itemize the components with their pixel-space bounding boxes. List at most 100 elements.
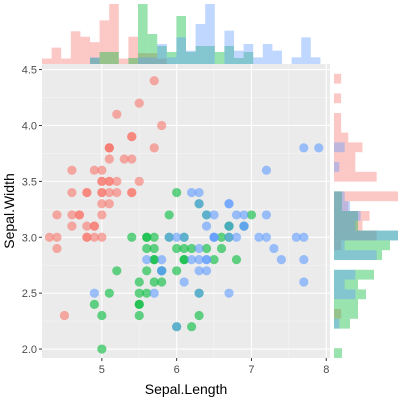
data-point	[89, 165, 99, 175]
data-point	[194, 199, 204, 209]
data-point	[149, 255, 159, 265]
data-point	[201, 221, 212, 231]
data-point	[194, 243, 204, 254]
marginal-bar-x	[205, 46, 215, 64]
marginal-bar-x	[99, 20, 110, 64]
data-point	[112, 187, 122, 198]
data-point	[119, 154, 129, 164]
marginal-bar-x	[147, 53, 158, 64]
marginal-bar-x	[147, 34, 158, 64]
marginal-bar-y	[334, 269, 356, 280]
data-point	[89, 232, 99, 242]
data-point	[179, 277, 189, 287]
data-point	[164, 232, 174, 242]
data-point	[172, 322, 182, 332]
data-point	[224, 199, 234, 209]
marginal-bar-x	[253, 57, 263, 64]
marginal-bar-x	[234, 58, 244, 64]
data-point	[172, 232, 182, 242]
marginal-bar-x	[243, 44, 254, 64]
marginal-bar-x	[90, 57, 100, 64]
marginal-bar-x	[176, 37, 186, 64]
data-point	[157, 120, 167, 131]
marginal-bar-y	[334, 113, 342, 123]
marginal-bar-x	[42, 58, 52, 64]
data-point	[134, 277, 144, 287]
data-point	[104, 176, 114, 186]
data-point	[149, 288, 159, 298]
data-point	[201, 243, 212, 254]
data-point	[194, 288, 204, 298]
data-point	[209, 232, 219, 242]
data-point	[134, 98, 144, 108]
marginal-bar-y	[334, 201, 349, 211]
marginal-bar-x	[301, 37, 311, 64]
marginal-bar-y	[334, 93, 342, 104]
marginal-bar-y	[334, 240, 390, 251]
data-point	[299, 255, 309, 265]
marginal-bar-y	[334, 142, 345, 153]
data-point	[231, 255, 242, 265]
data-point	[269, 243, 279, 254]
marginal-bar-x	[157, 46, 167, 64]
marginal-bar-x	[138, 57, 148, 64]
y-tick-label: 3.0	[22, 232, 37, 244]
marginal-bar-x	[61, 58, 71, 64]
marginal-bar-y	[334, 279, 358, 290]
top-marginal-histogram	[42, 4, 321, 65]
data-point	[187, 255, 197, 265]
data-point	[67, 221, 77, 231]
data-point	[299, 143, 309, 153]
data-point	[97, 344, 107, 354]
marginal-bar-x	[109, 4, 119, 64]
data-point	[276, 255, 286, 265]
marginal-bar-y	[334, 250, 382, 260]
marginal-bar-x	[90, 58, 100, 64]
data-point	[142, 288, 152, 298]
marginal-bar-y	[334, 299, 358, 309]
marginal-bar-x	[224, 30, 234, 65]
data-point	[112, 109, 122, 119]
y-tick-label: 2.5	[22, 288, 37, 300]
data-point	[82, 187, 92, 198]
marginal-bar-y	[334, 220, 363, 231]
data-point	[52, 210, 62, 220]
x-tick-label: 6	[174, 364, 180, 376]
data-point	[52, 243, 62, 254]
marginal-bar-x	[118, 58, 129, 64]
marginal-bar-x	[128, 36, 138, 64]
data-point	[209, 255, 219, 265]
data-point	[134, 288, 144, 298]
data-point	[201, 255, 212, 265]
x-tick-label: 8	[323, 364, 329, 376]
data-point	[97, 210, 107, 220]
data-point	[127, 187, 137, 198]
data-point	[59, 310, 70, 321]
data-point	[314, 143, 324, 153]
data-point	[89, 288, 99, 298]
marginal-bar-y	[334, 201, 350, 211]
right-marginal-histogram	[334, 73, 398, 358]
data-point	[231, 210, 242, 220]
data-point	[157, 266, 167, 276]
data-point	[261, 210, 272, 220]
marginal-bar-y	[334, 240, 342, 251]
data-point	[127, 132, 137, 142]
marginal-bar-x	[234, 50, 244, 64]
marginal-bar-y	[334, 152, 356, 162]
data-point	[89, 221, 99, 231]
data-point	[142, 266, 152, 276]
data-point	[149, 76, 159, 86]
y-axis-label: Sepal.Width	[1, 173, 17, 248]
data-point	[201, 210, 212, 220]
marginal-bar-x	[138, 4, 148, 64]
y-tick-label: 4.0	[22, 120, 37, 132]
marginal-bar-y	[334, 230, 398, 241]
marginal-bar-y	[334, 220, 358, 231]
marginal-bar-x	[291, 57, 302, 64]
data-point	[82, 221, 92, 231]
y-tick-label: 2.0	[22, 344, 37, 356]
data-point	[97, 232, 107, 242]
data-point	[216, 243, 227, 254]
